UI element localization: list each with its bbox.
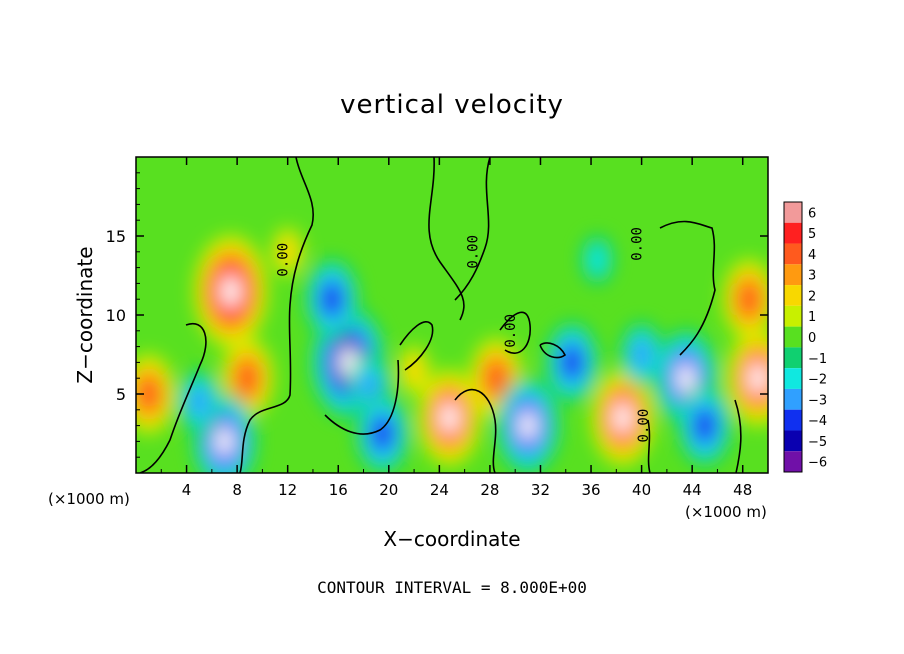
velocity-core (613, 401, 632, 434)
colorbar-label: −6 (808, 456, 827, 471)
y-tick-label: 10 (106, 306, 126, 325)
contour-label: 0.00 (465, 235, 481, 269)
velocity-core (518, 409, 537, 442)
colorbar-label: −4 (808, 414, 827, 429)
colorbar-label: −1 (808, 352, 827, 367)
colorbar: 6 5 4 3 2 1 0 −1 −2 −3 −4 −5 −6 (783, 201, 827, 473)
zero-contour-line (734, 399, 742, 473)
x-tick-label: 20 (379, 481, 398, 499)
zero-contour-lines (139, 157, 742, 473)
colorbar-label: −2 (808, 373, 827, 388)
x-tick-label: 12 (278, 481, 297, 499)
colorbar-label: 0 (808, 331, 816, 346)
y-axis: 5 10 15 (106, 172, 768, 458)
velocity-core (221, 275, 240, 308)
colorbar-swatch (784, 368, 802, 389)
colorbar-label: 6 (808, 206, 816, 221)
contour-labels: 0.00 0.00 0.00 0.00 0.00 (276, 227, 652, 442)
velocity-cell (631, 338, 653, 371)
colorbar-label: 1 (808, 310, 816, 325)
colorbar-label: 5 (808, 227, 816, 242)
zero-contour-line (454, 388, 497, 473)
colorbar-swatch (784, 305, 802, 327)
velocity-cell (138, 377, 160, 411)
x-tick-label: 4 (182, 481, 192, 499)
velocity-cell (485, 362, 507, 395)
velocity-cell (188, 385, 210, 418)
velocity-cell (236, 362, 258, 395)
colorbar-swatch (784, 326, 802, 348)
colorbar-label: −3 (808, 393, 827, 408)
x-tick-label: 28 (480, 481, 499, 499)
x-tick-label: 48 (733, 481, 752, 499)
velocity-cell (321, 283, 343, 316)
velocity-cell (561, 346, 583, 379)
colorbar-swatch (784, 285, 802, 306)
colorbar-label: −5 (808, 435, 827, 450)
colorbar-swatch (784, 202, 802, 223)
zero-contour-line (539, 342, 567, 359)
zero-contour-line (647, 419, 651, 473)
colorbar-swatch (784, 243, 802, 265)
velocity-cell (738, 283, 760, 316)
x-tick-label: 36 (581, 481, 600, 499)
zero-contour-line (454, 157, 491, 301)
zero-contour-line (239, 157, 314, 473)
colorbar-frame (783, 201, 803, 473)
zero-contour-line (139, 322, 207, 473)
velocity-cell (694, 409, 716, 442)
velocity-field (136, 227, 768, 473)
colorbar-swatch (784, 388, 802, 410)
x-tick-label: 24 (430, 481, 449, 499)
velocity-core (215, 425, 234, 458)
x-tick-label: 40 (632, 481, 651, 499)
velocity-cell (277, 235, 299, 268)
x-unit-left: (×1000 m) (48, 490, 130, 508)
velocity-core (440, 401, 459, 434)
y-axis-label: Z−coordinate (73, 246, 97, 383)
x-tick-label: 8 (232, 481, 242, 499)
x-tick-label: 44 (683, 481, 702, 499)
x-axis-label: X−coordinate (383, 527, 520, 551)
x-tick-label: 32 (531, 481, 550, 499)
colorbar-swatch (784, 451, 802, 472)
colorbar-swatch (784, 222, 802, 244)
colorbar-label: 4 (808, 248, 816, 263)
velocity-cell (403, 354, 425, 387)
y-tick-label: 5 (116, 385, 126, 404)
velocity-cell (359, 370, 381, 403)
contour-label: 0.00 (276, 243, 292, 277)
colorbar-label: 2 (808, 289, 816, 304)
contour-label: 0.00 (636, 409, 652, 443)
colorbar-label: 3 (808, 269, 816, 284)
colorbar-swatch (784, 409, 802, 431)
colorbar-swatch (784, 264, 802, 286)
colorbar-swatch (784, 430, 802, 452)
zero-contour-line (324, 359, 400, 435)
zero-contour-line (428, 157, 465, 321)
zero-contour-line (399, 321, 434, 371)
contour-label: 0.00 (503, 314, 519, 348)
chart-title: vertical velocity (340, 90, 564, 120)
x-axis: 4 8 12 16 20 24 28 32 36 40 44 48 (160, 157, 752, 499)
velocity-core (676, 362, 695, 395)
contour-interval-label: CONTOUR INTERVAL = 8.000E+00 (317, 578, 587, 597)
zero-contour-line (499, 311, 531, 354)
zero-contour-line (659, 220, 716, 356)
velocity-cell (586, 243, 608, 276)
x-unit-right: (×1000 m) (685, 503, 767, 521)
x-tick-label: 16 (329, 481, 348, 499)
velocity-cell (371, 417, 393, 450)
colorbar-swatch (784, 347, 802, 369)
y-tick-label: 15 (106, 227, 126, 246)
contour-label: 0.00 (630, 227, 646, 261)
velocity-core (748, 362, 767, 395)
